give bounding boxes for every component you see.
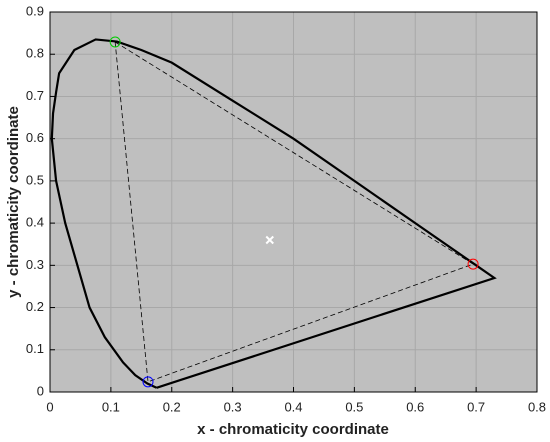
primary-marker — [109, 36, 121, 48]
plot-frame — [49, 11, 538, 393]
x-tick-label: 0 — [46, 399, 53, 414]
x-tick-label: 0.2 — [163, 399, 181, 414]
x-tick-label: 0.3 — [224, 399, 242, 414]
y-tick-label: 0.4 — [26, 215, 44, 230]
y-tick-label: 0.3 — [26, 257, 44, 272]
y-tick-label: 0 — [37, 383, 44, 398]
spectral-locus — [50, 38, 497, 389]
y-tick-label: 0.9 — [26, 3, 44, 18]
x-axis-title: x - chromaticity coordinate — [197, 421, 389, 438]
x-tick-label: 0.4 — [284, 399, 302, 414]
y-tick-label: 0.2 — [26, 299, 44, 314]
x-tick-label: 0.7 — [467, 399, 485, 414]
x-tick-label: 0.6 — [406, 399, 424, 414]
y-tick-label: 0.5 — [26, 172, 44, 187]
gamut-triangle — [114, 41, 474, 383]
x-tick-label: 0.1 — [102, 399, 120, 414]
x-tick-label: 0.5 — [345, 399, 363, 414]
primary-marker — [467, 258, 479, 270]
x-tick-label: 0.8 — [528, 399, 546, 414]
y-tick-label: 0.6 — [26, 130, 44, 145]
white-point-marker — [265, 235, 274, 245]
y-tick-label: 0.8 — [26, 46, 44, 61]
y-tick-label: 0.1 — [26, 341, 44, 356]
y-tick-label: 0.7 — [26, 88, 44, 103]
primary-marker — [142, 376, 154, 388]
y-axis-title: y - chromaticity coordinate — [5, 106, 22, 298]
